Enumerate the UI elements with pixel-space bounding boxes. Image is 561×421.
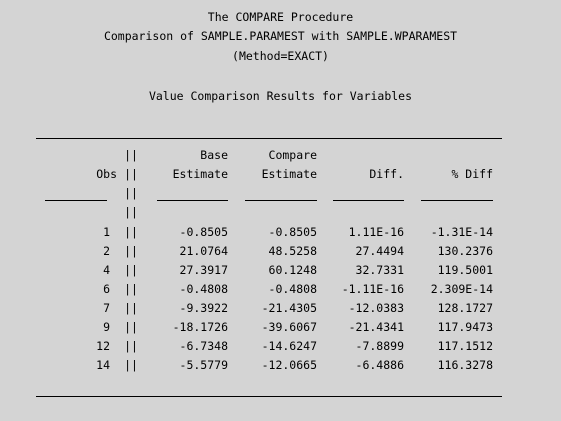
column-separator: || <box>124 301 138 315</box>
diff-cell: -1.11E-16 <box>341 282 404 296</box>
section-title: Value Comparison Results for Variables <box>148 89 413 103</box>
column-separator: || <box>124 282 138 296</box>
compare-cell: -12.0665 <box>261 358 317 372</box>
column-separator: || <box>124 225 138 239</box>
compare-header-line1: Compare <box>268 148 317 162</box>
compare-cell: 48.5258 <box>268 244 317 258</box>
base-underline <box>157 200 228 201</box>
diff-cell: -6.4886 <box>355 358 404 372</box>
pct-diff-cell: 2.309E-14 <box>430 282 493 296</box>
diff-cell: 32.7331 <box>355 263 404 277</box>
table-row: 7 || -9.3922 -21.4305 -12.0383 128.1727 <box>0 301 561 320</box>
column-separator: || <box>124 358 138 372</box>
obs-cell: 12 <box>96 339 110 353</box>
pct-diff-cell: 116.3278 <box>437 358 493 372</box>
compare-cell: -0.8505 <box>268 225 317 239</box>
pct-diff-header: % Diff <box>451 167 493 181</box>
compare-cell: -14.6247 <box>261 339 317 353</box>
obs-cell: 6 <box>103 282 110 296</box>
base-cell: -18.1726 <box>172 320 228 334</box>
base-cell: -0.8505 <box>179 225 228 239</box>
table-row: 12 || -6.7348 -14.6247 -7.8899 117.1512 <box>0 339 561 358</box>
obs-cell: 4 <box>103 263 110 277</box>
obs-cell: 7 <box>103 301 110 315</box>
compare-cell: -0.4808 <box>268 282 317 296</box>
procedure-title: The COMPARE Procedure <box>207 10 354 24</box>
table-row: 9 || -18.1726 -39.6067 -21.4341 117.9473 <box>0 320 561 339</box>
column-separator: || <box>124 148 138 162</box>
compare-underline <box>245 200 317 201</box>
base-cell: 21.0764 <box>179 244 228 258</box>
compare-cell: -39.6067 <box>261 320 317 334</box>
obs-cell: 1 <box>103 225 110 239</box>
top-rule <box>36 138 502 139</box>
obs-underline <box>45 200 107 201</box>
base-cell: -5.5779 <box>179 358 228 372</box>
column-separator: || <box>124 186 138 200</box>
base-cell: -6.7348 <box>179 339 228 353</box>
obs-cell: 9 <box>103 320 110 334</box>
column-separator: || <box>124 320 138 334</box>
diff-cell: -21.4341 <box>348 320 404 334</box>
base-header-line2: Estimate <box>172 167 228 181</box>
obs-cell: 14 <box>96 358 110 372</box>
diff-header: Diff. <box>369 167 404 181</box>
base-header-line1: Base <box>200 148 228 162</box>
diff-cell: 1.11E-16 <box>348 225 404 239</box>
column-separator: || <box>124 263 138 277</box>
diff-cell: -7.8899 <box>355 339 404 353</box>
pct-diff-cell: -1.31E-14 <box>430 225 493 239</box>
obs-header: Obs <box>96 167 117 181</box>
diff-cell: -12.0383 <box>348 301 404 315</box>
compare-cell: 60.1248 <box>268 263 317 277</box>
base-cell: 27.3917 <box>179 263 228 277</box>
base-cell: -0.4808 <box>179 282 228 296</box>
table-row: 14 || -5.5779 -12.0665 -6.4886 116.3278 <box>0 358 561 377</box>
pct-diff-cell: 130.2376 <box>437 244 493 258</box>
base-cell: -9.3922 <box>179 301 228 315</box>
pct-diff-underline <box>421 200 493 201</box>
comparison-subtitle: Comparison of SAMPLE.PARAMEST with SAMPL… <box>103 29 458 43</box>
obs-cell: 2 <box>103 244 110 258</box>
column-separator: || <box>124 205 138 219</box>
pct-diff-cell: 117.1512 <box>437 339 493 353</box>
column-separator: || <box>124 167 138 181</box>
pct-diff-cell: 128.1727 <box>437 301 493 315</box>
table-row: 2 || 21.0764 48.5258 27.4494 130.2376 <box>0 244 561 263</box>
table-row: 4 || 27.3917 60.1248 32.7331 119.5001 <box>0 263 561 282</box>
column-separator: || <box>124 244 138 258</box>
pct-diff-cell: 119.5001 <box>437 263 493 277</box>
diff-cell: 27.4494 <box>355 244 404 258</box>
bottom-rule <box>36 396 502 397</box>
pct-diff-cell: 117.9473 <box>437 320 493 334</box>
table-row: 6 || -0.4808 -0.4808 -1.11E-16 2.309E-14 <box>0 282 561 301</box>
table-row: 1 || -0.8505 -0.8505 1.11E-16 -1.31E-14 <box>0 225 561 244</box>
method-label: (Method=EXACT) <box>232 49 329 63</box>
column-separator: || <box>124 339 138 353</box>
compare-header-line2: Estimate <box>261 167 317 181</box>
compare-cell: -21.4305 <box>261 301 317 315</box>
diff-underline <box>333 200 404 201</box>
